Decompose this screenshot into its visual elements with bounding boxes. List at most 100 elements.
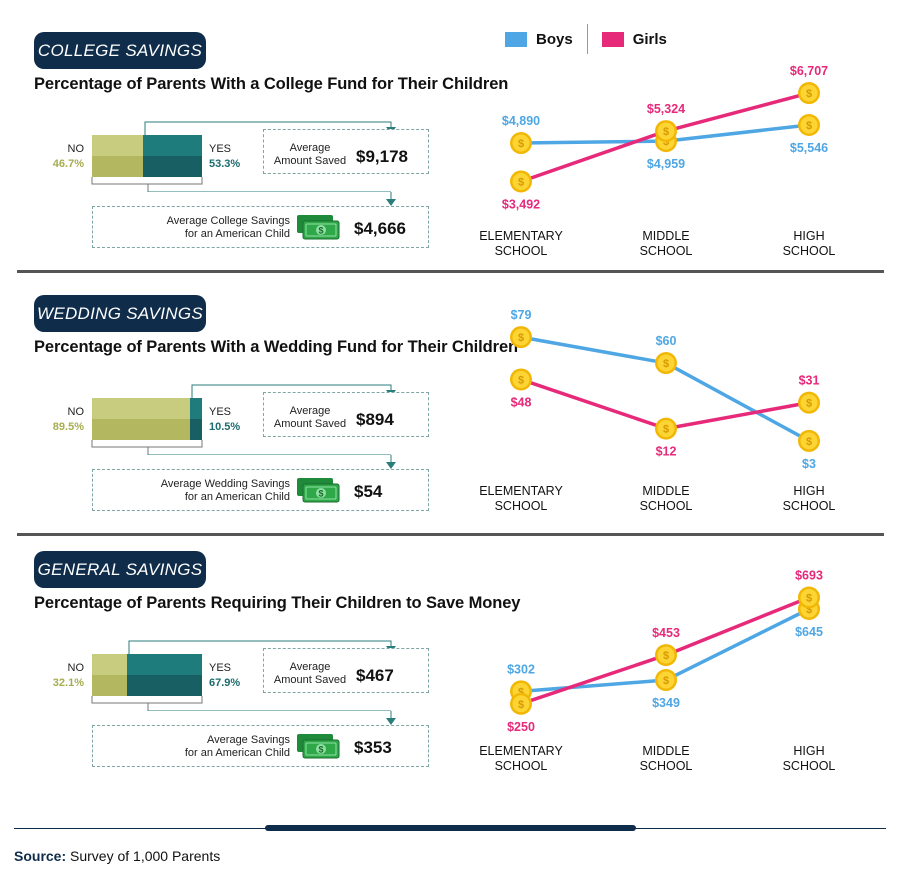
data-label-boys-1: $60 <box>656 334 677 348</box>
connector-arrowhead <box>386 711 396 725</box>
caption-line: Average <box>289 661 331 673</box>
svg-text:$: $ <box>663 650 669 662</box>
coin-marker-boys-1: $ <box>655 352 677 375</box>
category-label-2: SCHOOL <box>783 499 836 513</box>
avg-child-savings-caption: Average Wedding Savings for an American C… <box>130 478 290 504</box>
chart-legend: Boys Girls <box>505 24 667 54</box>
avg-amount-saved-box <box>263 648 429 693</box>
coin-marker-boys-0: $ <box>510 326 532 349</box>
avg-child-savings-box <box>92 469 429 511</box>
avg-amount-saved-caption: Average Amount Saved <box>270 405 350 431</box>
svg-text:$: $ <box>663 136 669 148</box>
coin-marker-girls-2: $ <box>798 586 820 609</box>
caption-line: Amount Saved <box>273 674 347 686</box>
coin-marker-boys-2: $ <box>798 113 820 136</box>
avg-amount-saved-box <box>263 129 429 174</box>
category-label-1: MIDDLE <box>642 484 689 498</box>
caption-line: for an American Child <box>184 491 290 503</box>
yes-label: YES 10.5% <box>209 405 259 435</box>
category-label-2: HIGH <box>793 229 824 243</box>
connector-arrowhead <box>386 192 396 206</box>
svg-text:$: $ <box>663 126 669 138</box>
data-label-girls-2: $693 <box>795 568 823 582</box>
section-heading: Percentage of Parents Requiring Their Ch… <box>34 594 521 612</box>
svg-text:$: $ <box>318 226 323 236</box>
svg-text:$: $ <box>518 686 524 698</box>
section-2: GENERAL SAVINGS Percentage of Parents Req… <box>0 551 901 801</box>
data-label-boys-0: $302 <box>507 662 535 676</box>
legend-separator <box>586 24 588 54</box>
line-chart-2: $ $302 $ $349 $ $645 $ $250 $ $453 $ $693 ELEMENTARY… <box>479 568 836 773</box>
svg-text:$: $ <box>518 332 524 344</box>
source-note: Source: Survey of 1,000 Parents <box>14 848 220 864</box>
avg-child-savings-box <box>92 206 429 248</box>
no-text: NO <box>67 143 85 155</box>
avg-amount-saved-box <box>263 392 429 437</box>
category-label-2: SCHOOL <box>783 759 836 773</box>
avg-child-savings-value: $353 <box>354 738 392 757</box>
avg-child-savings-caption: Average Savings for an American Child <box>130 734 290 760</box>
data-label-girls-1: $12 <box>656 445 677 459</box>
svg-text:$: $ <box>318 489 323 499</box>
no-percent: 89.5% <box>52 421 84 433</box>
avg-amount-saved-caption: Average Amount Saved <box>270 661 350 687</box>
source-label: Source: <box>14 848 67 864</box>
coin-marker-girls-2: $ <box>798 391 820 414</box>
category-label-0: ELEMENTARY <box>479 229 563 243</box>
no-label: NO 46.7% <box>24 142 84 172</box>
category-label-2: HIGH <box>793 744 824 758</box>
category-label-1: SCHOOL <box>640 759 693 773</box>
category-label-0: SCHOOL <box>495 499 548 513</box>
svg-text:$: $ <box>806 436 812 448</box>
section-tag: COLLEGE SAVINGS <box>34 32 206 69</box>
coin-marker-boys-0: $ <box>510 132 532 155</box>
svg-text:$: $ <box>806 604 812 616</box>
yes-text: YES <box>209 662 232 674</box>
yes-segment <box>190 398 202 440</box>
category-label-1: SCHOOL <box>640 499 693 513</box>
data-label-girls-0: $48 <box>511 395 532 409</box>
svg-text:$: $ <box>806 120 812 132</box>
avg-child-savings-caption: Average College Savings for an American C… <box>130 215 290 241</box>
caption-line: Average Savings <box>207 734 290 746</box>
caption-line: Amount Saved <box>273 155 347 167</box>
legend-item-boys: Boys <box>505 31 573 48</box>
connector-arrowhead <box>386 455 396 469</box>
yes-text: YES <box>209 406 232 418</box>
coin-marker-girls-0: $ <box>510 170 532 193</box>
no-text: NO <box>67 662 85 674</box>
section-divider <box>17 270 884 273</box>
svg-text:$: $ <box>806 592 812 604</box>
coin-marker-girls-1: $ <box>655 120 677 143</box>
coin-marker-boys-2: $ <box>798 429 820 452</box>
svg-text:$: $ <box>663 358 669 370</box>
avg-amount-saved-value: $894 <box>356 410 394 429</box>
data-label-boys-2: $645 <box>795 625 823 639</box>
yes-segment <box>127 654 202 696</box>
no-percent: 32.1% <box>52 677 84 689</box>
coin-marker-girls-0: $ <box>510 692 532 715</box>
source-text: Survey of 1,000 Parents <box>66 848 221 864</box>
avg-amount-saved-value: $467 <box>356 666 394 685</box>
cash-icon: $ <box>297 478 340 503</box>
caption-line: Average College Savings <box>166 215 290 227</box>
yes-label: YES 53.3% <box>209 142 259 172</box>
data-label-boys-2: $5,546 <box>790 141 828 155</box>
caption-line: Average Wedding Savings <box>160 478 290 490</box>
coin-marker-girls-2: $ <box>798 82 820 105</box>
data-label-boys-1: $4,959 <box>647 157 685 171</box>
section-0: COLLEGE SAVINGS Percentage of Parents Wit… <box>0 32 901 282</box>
footer-accent-bar <box>265 825 636 831</box>
line-chart-1: $$79$$60$$3$$48$$12$$31ELEMENTARYSCHOOLM… <box>479 308 836 513</box>
section-heading: Percentage of Parents With a College Fun… <box>34 75 509 93</box>
legend-swatch-boys <box>505 31 527 47</box>
yes-percent: 10.5% <box>209 421 241 433</box>
data-label-boys-0: $4,890 <box>502 114 540 128</box>
yes-percent: 53.3% <box>209 158 241 170</box>
caption-line: Average <box>289 142 331 154</box>
cash-icon: $ <box>297 215 340 240</box>
svg-text:$: $ <box>663 424 669 436</box>
cash-icon: $ <box>297 734 340 759</box>
avg-child-savings-value: $4,666 <box>354 219 406 238</box>
yes-no-bar <box>92 135 202 177</box>
